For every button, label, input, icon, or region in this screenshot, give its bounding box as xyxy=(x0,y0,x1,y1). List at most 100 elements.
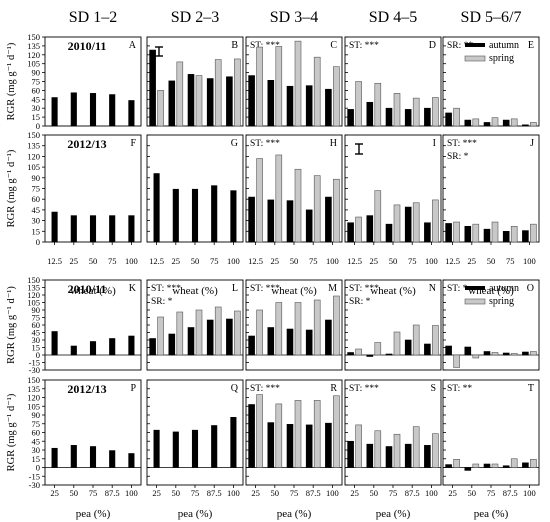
bar-spring-E-75 xyxy=(510,118,518,127)
x-tick-label: 100 xyxy=(326,256,339,266)
bar-spring-J-50 xyxy=(491,221,499,243)
panel-letter: D xyxy=(429,40,436,51)
bar-autumn-T-87.5 xyxy=(502,465,510,468)
panel-letter: A xyxy=(129,40,137,51)
bar-spring-S-50 xyxy=(374,430,382,468)
bar-autumn-S-50 xyxy=(366,443,374,468)
y-tick-label: 90 xyxy=(32,410,41,420)
bar-spring-M-87.5 xyxy=(313,299,321,356)
y-tick-label: 90 xyxy=(32,173,41,183)
panel-letter: Q xyxy=(231,383,239,394)
bar-spring-C-75 xyxy=(313,56,321,127)
bar-autumn-T-50 xyxy=(464,467,472,471)
y-tick-label: 120 xyxy=(27,393,40,403)
legend-swatch-autumn xyxy=(465,286,485,290)
bar-spring-S-75 xyxy=(393,433,401,468)
bar-autumn-O-25 xyxy=(445,345,452,356)
bar-spring-H-50 xyxy=(294,168,302,243)
bar-autumn-E-25 xyxy=(464,119,472,127)
bar-spring-R-75 xyxy=(294,400,302,468)
legend-label-autumn: autumn xyxy=(489,283,519,294)
x-tick-label: 50 xyxy=(271,488,280,498)
bar-spring-D-100 xyxy=(432,97,439,127)
y-tick-label: 45 xyxy=(32,205,41,215)
bar-spring-O-75 xyxy=(491,352,499,356)
x-tick-label: 100 xyxy=(425,256,438,266)
bar-autumn-J-75 xyxy=(502,231,510,243)
bar-autumn-C-100 xyxy=(325,88,332,127)
y-tick-label: 30 xyxy=(32,103,41,113)
x-axis-label: pea (%) xyxy=(277,508,312,520)
bar-spring-R-87.5 xyxy=(313,400,321,468)
bar-autumn-M-87.5 xyxy=(305,329,313,356)
x-tick-label: 25 xyxy=(172,256,181,266)
bar-autumn-G-75 xyxy=(211,185,218,243)
year-label: 2010/11 xyxy=(68,39,107,53)
x-tick-label: 87.5 xyxy=(306,488,321,498)
y-tick-label: 90 xyxy=(32,305,41,315)
y-tick-label: 15 xyxy=(32,343,41,353)
panel-letter: I xyxy=(433,138,436,149)
x-tick-label: 100 xyxy=(227,256,240,266)
bar-autumn-J-25 xyxy=(464,226,472,243)
x-tick-label: 100 xyxy=(125,488,138,498)
stat-note: ST: *** xyxy=(250,139,280,149)
stat-note: ST: *** xyxy=(250,41,280,51)
x-tick-label: 50 xyxy=(487,256,496,266)
bar-autumn-R-75 xyxy=(286,424,294,468)
y-tick-label: 60 xyxy=(32,320,41,330)
bar-autumn-C-75 xyxy=(305,85,313,127)
bar-spring-E-25 xyxy=(472,118,480,127)
stat-note: ST: *** xyxy=(349,41,379,51)
bar-autumn-Q-87.5 xyxy=(211,425,218,468)
bar-autumn-K-25 xyxy=(51,331,58,356)
x-tick-label: 12.5 xyxy=(248,256,263,266)
bar-spring-O-25 xyxy=(453,354,460,368)
panel-letter: L xyxy=(232,283,238,294)
bar-spring-M-100 xyxy=(333,295,340,356)
stat-note: ST: *** xyxy=(349,284,379,294)
bar-autumn-S-25 xyxy=(347,440,354,468)
bar-autumn-B-75 xyxy=(206,78,214,127)
bar-spring-N-25 xyxy=(355,348,362,356)
x-tick-label: 50 xyxy=(172,488,181,498)
panel-letter: N xyxy=(429,283,436,294)
bar-autumn-Q-75 xyxy=(191,429,199,468)
y-tick-label: 120 xyxy=(27,50,40,60)
bar-autumn-K-87.5 xyxy=(109,338,116,356)
bar-autumn-B-50 xyxy=(187,74,195,127)
bar-autumn-C-25 xyxy=(267,80,275,127)
bar-spring-D-25 xyxy=(374,82,382,127)
y-tick-label: 90 xyxy=(32,68,41,78)
y-tick-label: 60 xyxy=(32,428,41,438)
bar-autumn-J-100 xyxy=(522,230,529,243)
y-tick-label: 105 xyxy=(27,162,40,172)
stat-note: ST: *** xyxy=(349,384,379,394)
bar-autumn-A-100 xyxy=(128,100,135,127)
x-tick-label: 50 xyxy=(370,488,379,498)
bar-autumn-B-12.5 xyxy=(149,49,156,127)
bar-autumn-D-25 xyxy=(366,101,374,127)
bar-spring-N-50 xyxy=(374,342,382,356)
column-title-5: SD 5–6/7 xyxy=(461,9,522,26)
panel-letter: B xyxy=(231,40,238,51)
bar-spring-E-12.5 xyxy=(453,107,460,127)
y-tick-label: 135 xyxy=(27,141,40,151)
x-axis-label: wheat (%) xyxy=(172,285,218,297)
x-tick-label: 100 xyxy=(125,256,138,266)
x-tick-label: 87.5 xyxy=(405,488,420,498)
bar-autumn-C-12.5 xyxy=(248,75,255,127)
y-tick-label: 135 xyxy=(27,41,40,51)
bar-autumn-M-100 xyxy=(325,319,332,356)
bar-autumn-L-100 xyxy=(226,318,233,356)
x-tick-label: 75 xyxy=(487,488,496,498)
x-axis-label: pea (%) xyxy=(178,508,213,520)
bar-autumn-B-100 xyxy=(226,76,233,127)
x-tick-label: 12.5 xyxy=(149,256,164,266)
column-title-2: SD 2–3 xyxy=(171,9,219,26)
bar-autumn-T-75 xyxy=(483,463,491,468)
y-tick-label: 135 xyxy=(27,283,40,293)
bar-spring-L-25 xyxy=(157,316,164,356)
bar-autumn-B-25 xyxy=(168,80,176,127)
bar-spring-R-50 xyxy=(275,403,283,468)
